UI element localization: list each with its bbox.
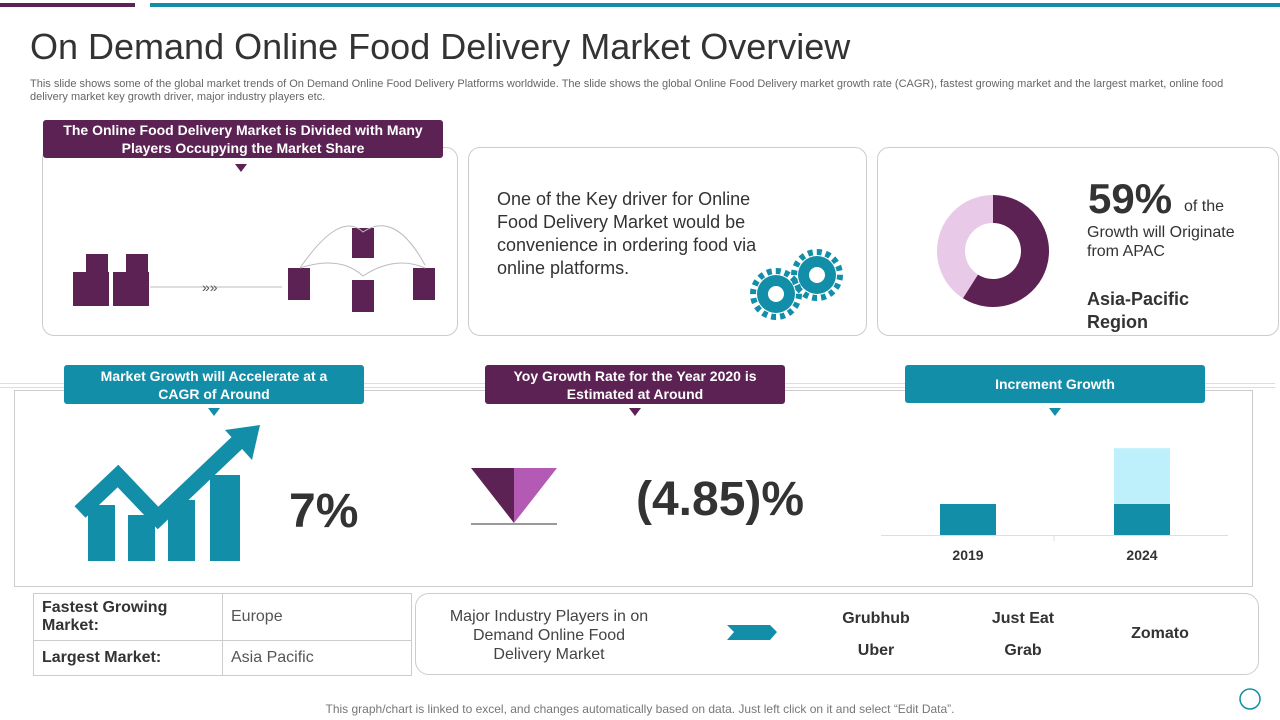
player-name: Zomato (1131, 625, 1189, 642)
panel-header: The Online Food Delivery Market is Divid… (43, 120, 443, 158)
x-tick-label: 2024 (1126, 547, 1157, 563)
panel-header: Yoy Growth Rate for the Year 2020 is Est… (485, 365, 785, 404)
panel (468, 147, 867, 336)
panel (877, 147, 1279, 336)
subtitle: This slide shows some of the global mark… (30, 78, 1224, 103)
connectors (150, 225, 426, 288)
cagr-value: 7% (289, 485, 359, 538)
pointer (1049, 408, 1061, 416)
bar (1114, 504, 1170, 535)
pointer (629, 408, 641, 416)
cell: Asia Pacific (222, 640, 412, 676)
key-driver-text: One of the Key driver for Online Food De… (497, 189, 757, 278)
triangle-icon (471, 468, 514, 523)
players-label: Major Industry Players in on Demand Onli… (449, 608, 649, 663)
bar (940, 504, 996, 535)
bar (1114, 448, 1170, 504)
panel-header: Increment Growth (905, 365, 1205, 403)
buildings-icon (73, 228, 435, 312)
x-tick-label: 2019 (952, 547, 983, 563)
cell: Fastest Growing Market: (33, 593, 223, 641)
triangle-icon (514, 468, 557, 523)
title: On Demand Online Food Delivery Market Ov… (30, 26, 851, 67)
growth-icon (74, 425, 260, 561)
cell: Europe (222, 593, 412, 641)
chevron (727, 625, 777, 640)
player-name: Grubhub (842, 610, 910, 627)
apac-region: Asia-Pacific Region (1087, 289, 1190, 332)
player-name: Just Eat (991, 610, 1055, 627)
apac-text: of the (1184, 198, 1225, 215)
panel-header: Market Growth will Accelerate at a CAGR … (64, 365, 364, 404)
player-name: Uber (857, 642, 895, 659)
players-panel (415, 593, 1259, 675)
accent-bar (0, 3, 135, 7)
accent-bar (150, 3, 1280, 7)
pointer (208, 408, 220, 416)
footer: This graph/chart is linked to excel, and… (325, 702, 955, 716)
yoy-value: (4.85)% (636, 473, 805, 526)
pointer (235, 164, 247, 172)
icon (1239, 688, 1261, 710)
apac-value: 59% (1088, 175, 1173, 222)
player-name: Grab (1004, 642, 1042, 659)
cell: Largest Market: (33, 640, 223, 676)
gears-icon (750, 249, 843, 320)
market-table: Fastest Growing Market: Europe Largest Ma… (33, 593, 412, 676)
arrows: »» (202, 279, 218, 295)
apac-text: Growth will Originate from APAC (1087, 224, 1235, 260)
donut-segment (963, 195, 1049, 307)
